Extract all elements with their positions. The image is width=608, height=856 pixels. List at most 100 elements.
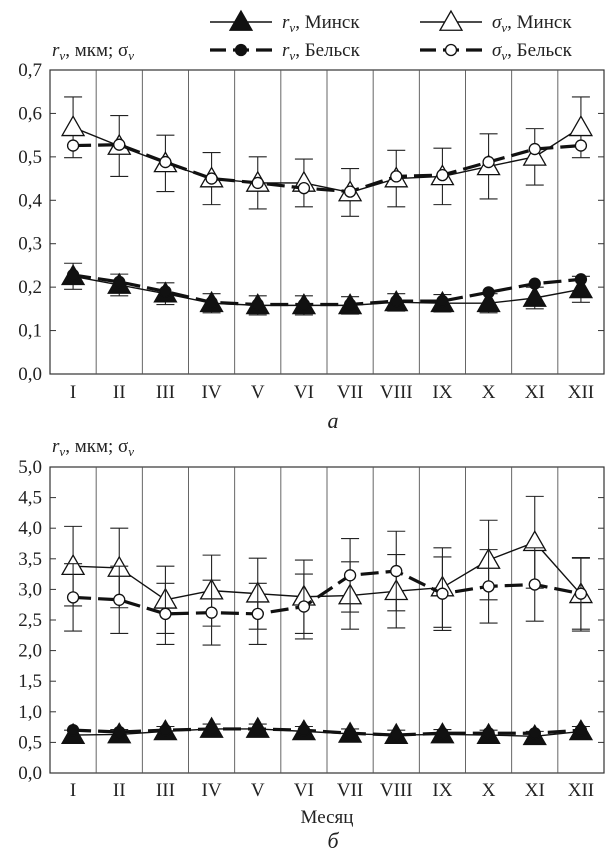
- data-point: [528, 277, 541, 290]
- series-circle-filled: [66, 268, 588, 311]
- legend-label: σv, Бельск: [492, 40, 573, 63]
- data-point: [113, 275, 126, 289]
- data-point: [159, 285, 172, 298]
- y-tick-label: 0,0: [18, 364, 42, 385]
- y-tick-label: 0,4: [18, 190, 42, 211]
- data-point: [482, 580, 495, 593]
- data-point: [297, 181, 311, 195]
- data-point: [522, 285, 547, 307]
- data-point: [390, 564, 403, 578]
- data-point: [574, 273, 588, 286]
- x-tick-label: I: [70, 382, 76, 403]
- y-tick-label: 0,5: [18, 732, 42, 753]
- y-tick-label: 0,1: [18, 321, 42, 342]
- x-tick-label: V: [251, 382, 265, 403]
- data-point: [343, 185, 357, 198]
- data-point: [159, 155, 172, 169]
- x-tick-label: I: [70, 780, 76, 801]
- x-tick-label: VII: [337, 382, 363, 403]
- data-point: [297, 600, 311, 613]
- x-tick-label: VI: [294, 382, 314, 403]
- legend-marker-triangle-open: [438, 9, 464, 31]
- x-axis-label: Месяц: [301, 807, 354, 828]
- x-tick-label: II: [113, 780, 126, 801]
- legend-label: σv, Минск: [492, 12, 572, 35]
- data-point: [528, 142, 541, 156]
- data-point: [66, 591, 80, 604]
- x-tick-label: IX: [432, 382, 452, 403]
- data-point: [476, 290, 501, 313]
- x-tick-label: XI: [525, 780, 545, 801]
- data-point: [343, 727, 357, 740]
- data-point: [436, 294, 449, 308]
- y-tick-label: 3,5: [18, 549, 42, 570]
- x-tick-label: VIII: [380, 382, 413, 403]
- data-point: [297, 724, 311, 737]
- x-tick-label: XII: [568, 382, 594, 403]
- data-point: [482, 286, 495, 299]
- y-tick-label: 1,0: [18, 702, 42, 723]
- y-tick-label: 1,5: [18, 671, 42, 692]
- data-point: [482, 727, 495, 740]
- data-point: [528, 578, 541, 591]
- y-tick-label: 0,7: [18, 60, 42, 81]
- y-tick-label: 5,0: [18, 457, 42, 478]
- data-point: [390, 294, 403, 308]
- chart-panel-a: 0,00,10,20,30,40,50,60,7I II III IV V VI VII VI…: [18, 40, 605, 433]
- series-line: [72, 273, 582, 307]
- data-point: [568, 277, 594, 299]
- data-point: [205, 606, 218, 619]
- series-circle-open: [66, 138, 588, 198]
- x-tick-label: X: [482, 780, 496, 801]
- data-point: [297, 298, 311, 311]
- data-point: [251, 607, 264, 621]
- data-point: [390, 170, 403, 183]
- legend-label: rv, Бельск: [282, 40, 361, 63]
- y-tick-label: 2,0: [18, 641, 42, 662]
- x-tick-label: X: [482, 382, 496, 403]
- data-point: [574, 139, 588, 152]
- data-point: [436, 727, 449, 740]
- x-tick-label: III: [156, 780, 175, 801]
- data-point: [251, 298, 264, 311]
- y-axis-label: rv, мкм; σv: [52, 436, 134, 459]
- x-tick-label: V: [251, 780, 265, 801]
- legend: rv, Минск σv, Минск rv, Бельск σv, Бельск: [210, 9, 573, 63]
- data-point: [251, 176, 264, 190]
- series-circle-filled: [66, 722, 588, 742]
- legend-label: rv, Минск: [282, 12, 360, 35]
- data-point: [528, 727, 541, 740]
- y-tick-label: 0,2: [18, 277, 42, 298]
- data-point: [60, 115, 86, 137]
- y-axis-label: rv, мкм; σv: [52, 40, 134, 63]
- data-point: [482, 155, 495, 169]
- data-point: [113, 725, 126, 739]
- x-tick-label: IX: [432, 780, 452, 801]
- series-line: [73, 727, 582, 737]
- data-point: [343, 298, 357, 311]
- series-circle-open: [64, 530, 590, 646]
- x-tick-label: IV: [202, 382, 222, 403]
- data-point: [574, 724, 588, 737]
- x-tick-label: XI: [525, 382, 545, 403]
- y-tick-label: 0,6: [18, 103, 42, 124]
- chart-panel-b: 0,00,51,01,52,02,53,03,54,04,55,0I II III I…: [18, 436, 605, 853]
- y-tick-label: 0,5: [18, 147, 42, 168]
- data-point: [522, 144, 547, 166]
- x-tick-label: XII: [568, 780, 594, 801]
- data-point: [436, 168, 449, 182]
- data-point: [251, 722, 264, 736]
- data-point: [66, 139, 80, 152]
- y-tick-label: 0,0: [18, 763, 42, 784]
- data-point: [205, 296, 218, 309]
- legend-marker-triangle-filled: [228, 9, 254, 31]
- y-tick-label: 2,5: [18, 610, 42, 631]
- x-tick-label: VII: [337, 780, 363, 801]
- panel-label: б: [327, 828, 339, 853]
- data-point: [113, 593, 126, 606]
- series-line: [72, 569, 582, 616]
- data-point: [436, 587, 449, 600]
- x-tick-label: II: [113, 382, 126, 403]
- data-point: [205, 722, 218, 736]
- data-point: [159, 607, 172, 621]
